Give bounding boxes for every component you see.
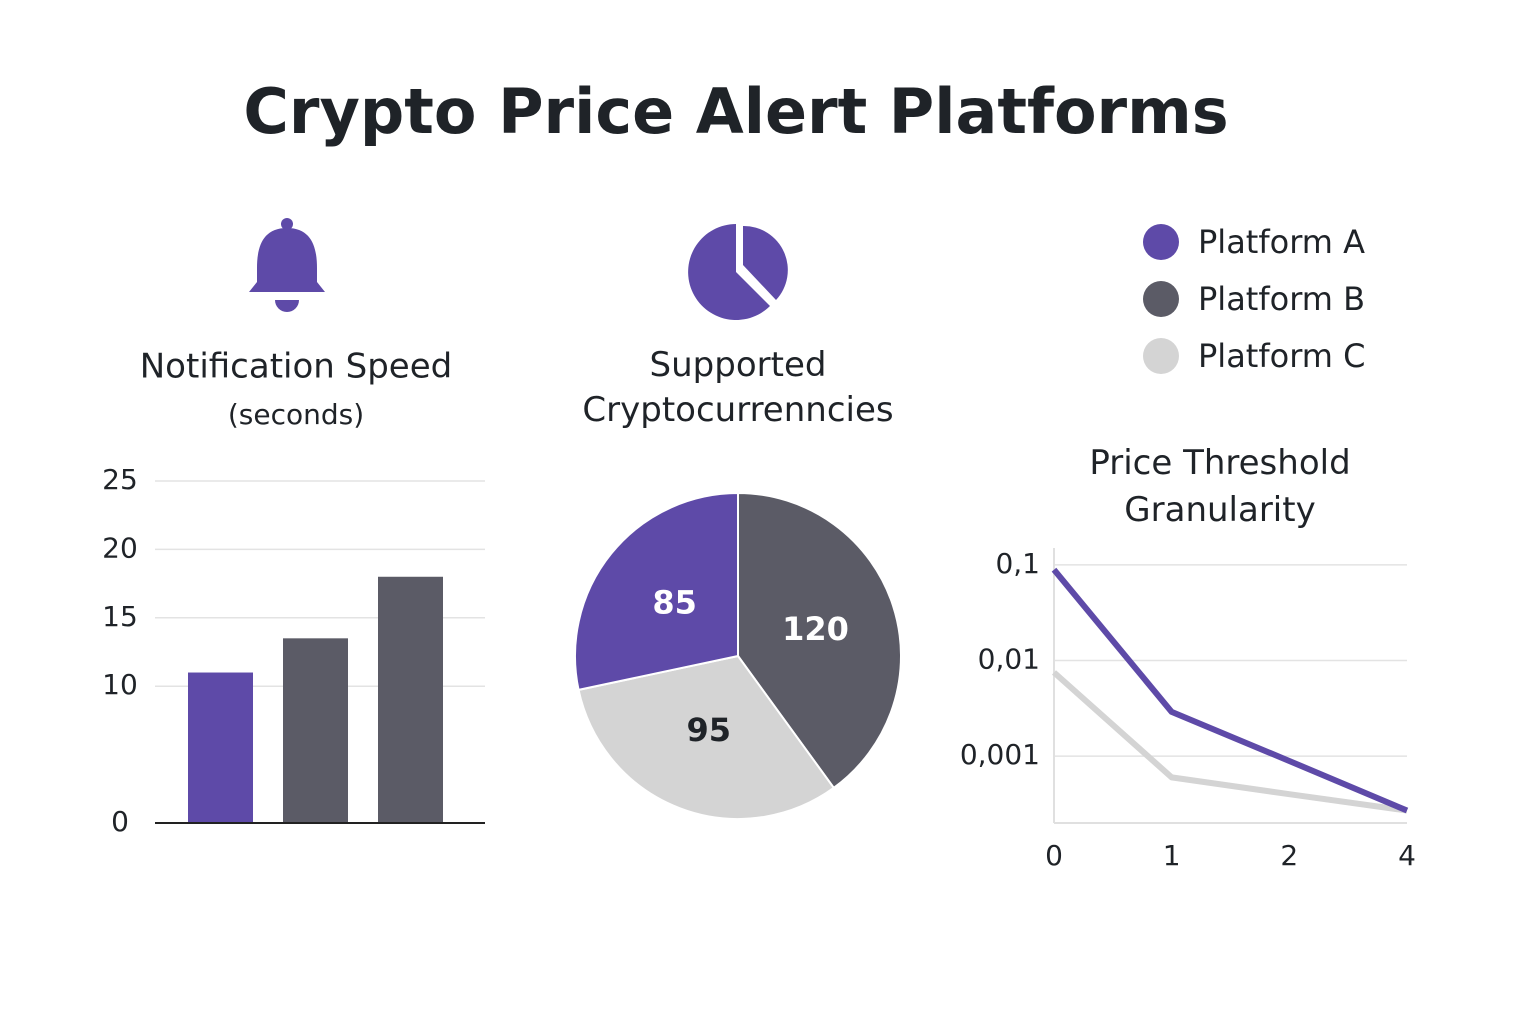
x-tick-label: 1 <box>1163 839 1181 872</box>
y-tick-label: 0 <box>111 805 129 838</box>
pie-label: 85 <box>652 584 697 622</box>
legend-swatch <box>1143 281 1179 317</box>
pie-icon <box>688 224 788 320</box>
pie-label: 95 <box>687 711 732 749</box>
bell-icon <box>249 218 325 312</box>
y-tick-label: 25 <box>102 463 138 496</box>
legend-label: Platform B <box>1198 280 1365 318</box>
pie-label: 120 <box>782 610 849 648</box>
chart-title: Price Threshold Granularity <box>1089 443 1350 530</box>
pie-slice <box>577 654 836 820</box>
chart-title: Supported Cryptocurrenncies <box>582 345 893 430</box>
chart-subtitle: (seconds) <box>228 398 364 431</box>
y-tick-label: 15 <box>102 600 138 633</box>
legend-swatch <box>1143 338 1179 374</box>
pie-slice <box>574 491 739 692</box>
y-tick-label: 20 <box>102 531 138 564</box>
y-tick-label: 0,001 <box>960 738 1040 771</box>
chart-title: Notification Speed <box>140 347 452 387</box>
y-tick-label: 0,01 <box>978 642 1040 675</box>
line-series <box>1052 670 1408 814</box>
bar <box>378 576 443 823</box>
legend-swatch <box>1143 224 1179 260</box>
bar <box>188 672 253 823</box>
legend-label: Platform A <box>1198 223 1365 261</box>
y-tick-label: 0,1 <box>995 547 1040 580</box>
pie-slice <box>737 491 902 790</box>
y-tick-label: 10 <box>102 668 138 701</box>
legend-label: Platform C <box>1198 337 1365 375</box>
x-tick-label: 4 <box>1398 839 1416 872</box>
x-tick-label: 2 <box>1280 839 1298 872</box>
x-tick-label: 0 <box>1045 839 1063 872</box>
bar <box>283 638 348 823</box>
page-title: Crypto Price Alert Platforms <box>243 75 1228 148</box>
line-series <box>1051 567 1409 814</box>
